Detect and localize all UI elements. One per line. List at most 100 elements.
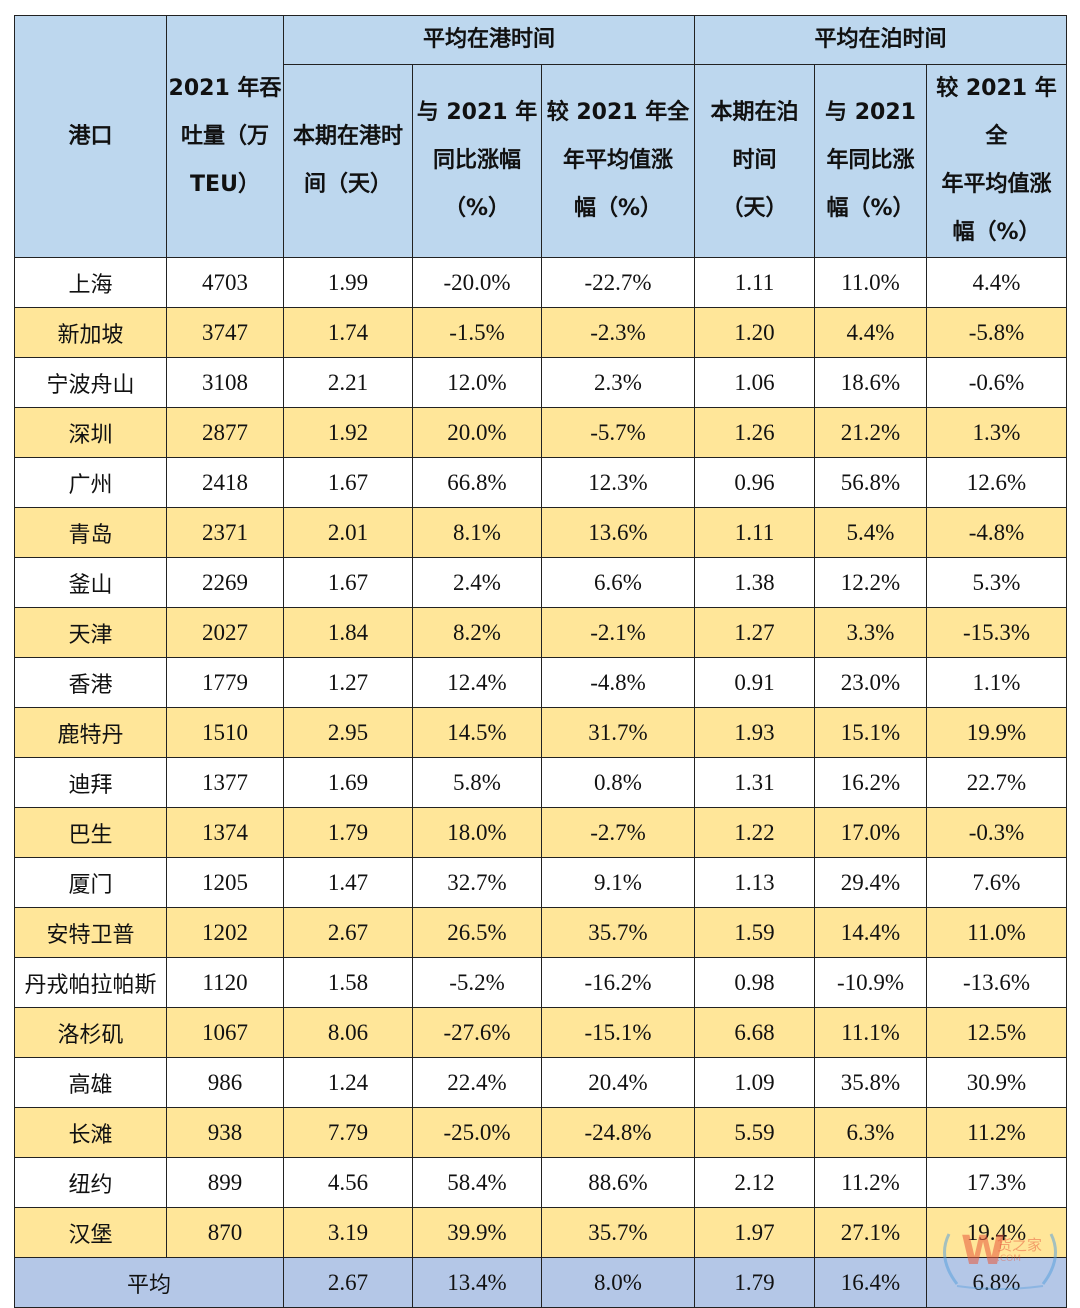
cell-port-vs-avg: -15.1% <box>541 1007 695 1058</box>
table-body: 上海 4703 1.99 -20.0% -22.7% 1.11 11.0% 4.4% 新加坡 37… <box>14 257 1067 1258</box>
cell-berth-days: 2.12 <box>694 1157 815 1208</box>
cell-port-vs-avg: 9.1% <box>541 857 695 908</box>
cell-berth-vs-avg: 7.6% <box>926 857 1067 908</box>
table-row: 长滩 938 7.79 -25.0% -24.8% 5.59 6.3% 11.2% <box>14 1107 1067 1158</box>
cell-port-yoy: 14.5% <box>412 707 542 758</box>
header-group-port-time: 平均在港时间 <box>283 15 695 65</box>
cell-port-vs-avg: 13.6% <box>541 507 695 558</box>
cell-berth-yoy: 18.6% <box>814 357 927 408</box>
cell-port: 丹戎帕拉帕斯 <box>14 957 167 1008</box>
cell-port-days: 1.24 <box>283 1057 413 1108</box>
cell-berth-vs-avg: -0.6% <box>926 357 1067 408</box>
header-line: 幅（%） <box>952 220 1041 245</box>
cell-throughput: 1120 <box>166 957 284 1008</box>
cell-port: 新加坡 <box>14 307 167 358</box>
cell-port-vs-avg: 6.6% <box>541 557 695 608</box>
table-row: 厦门 1205 1.47 32.7% 9.1% 1.13 29.4% 7.6% <box>14 857 1067 908</box>
cell-berth-vs-avg: 4.4% <box>926 257 1067 308</box>
cell-port: 汉堡 <box>14 1207 167 1258</box>
average-berth-vs-avg: 6.8% <box>926 1257 1067 1308</box>
header-berth-vs-avg: 较 2021 年全 年平均值涨 幅（%） <box>926 64 1067 258</box>
cell-port-yoy: 26.5% <box>412 907 542 958</box>
cell-port-yoy: 32.7% <box>412 857 542 908</box>
cell-berth-vs-avg: 22.7% <box>926 757 1067 808</box>
cell-berth-days: 1.27 <box>694 607 815 658</box>
header-berth-current: 本期在泊 时间 （天） <box>694 64 815 258</box>
cell-berth-days: 1.93 <box>694 707 815 758</box>
cell-port-yoy: 8.1% <box>412 507 542 558</box>
table-row: 高雄 986 1.24 22.4% 20.4% 1.09 35.8% 30.9% <box>14 1057 1067 1108</box>
header-line: 本期在泊 <box>710 100 799 125</box>
cell-throughput: 2371 <box>166 507 284 558</box>
cell-berth-vs-avg: 11.0% <box>926 907 1067 958</box>
cell-port: 高雄 <box>14 1057 167 1108</box>
header-throughput-line: 2021 年吞 <box>168 75 282 101</box>
cell-berth-days: 1.38 <box>694 557 815 608</box>
cell-port: 迪拜 <box>14 757 167 808</box>
cell-berth-days: 1.13 <box>694 857 815 908</box>
cell-berth-days: 1.97 <box>694 1207 815 1258</box>
cell-berth-yoy: 11.0% <box>814 257 927 308</box>
cell-berth-vs-avg: 17.3% <box>926 1157 1067 1208</box>
table-row: 宁波舟山 3108 2.21 12.0% 2.3% 1.06 18.6% -0.6% <box>14 357 1067 408</box>
cell-port-days: 2.95 <box>283 707 413 758</box>
header-port-vs-avg: 较 2021 年全 年平均值涨 幅（%） <box>541 64 695 258</box>
header-line: 与 2021 年 <box>416 100 538 125</box>
header-line: 时间 <box>732 148 777 173</box>
port-time-table: 港口 2021 年吞 吐量（万 TEU） 平均在港时间 平均在泊时间 本期在港时… <box>14 15 1067 1308</box>
table-row: 鹿特丹 1510 2.95 14.5% 31.7% 1.93 15.1% 19.9% <box>14 707 1067 758</box>
cell-berth-days: 1.06 <box>694 357 815 408</box>
table-row: 丹戎帕拉帕斯 1120 1.58 -5.2% -16.2% 0.98 -10.9% -13.6… <box>14 957 1067 1008</box>
cell-berth-yoy: 21.2% <box>814 407 927 458</box>
cell-throughput: 1374 <box>166 807 284 858</box>
header-line: 与 2021 <box>825 100 916 125</box>
cell-throughput: 1202 <box>166 907 284 958</box>
cell-port-vs-avg: -4.8% <box>541 657 695 708</box>
cell-port-yoy: 22.4% <box>412 1057 542 1108</box>
table-row: 上海 4703 1.99 -20.0% -22.7% 1.11 11.0% 4.4% <box>14 257 1067 308</box>
port-time-table-container: 港口 2021 年吞 吐量（万 TEU） 平均在港时间 平均在泊时间 本期在港时… <box>14 15 1067 1308</box>
cell-berth-days: 1.22 <box>694 807 815 858</box>
cell-throughput: 899 <box>166 1157 284 1208</box>
average-row: 平均 2.67 13.4% 8.0% 1.79 16.4% 6.8% <box>14 1257 1067 1308</box>
cell-berth-vs-avg: 12.5% <box>926 1007 1067 1058</box>
header-port-current: 本期在港时 间（天） <box>283 64 413 258</box>
cell-port-yoy: 5.8% <box>412 757 542 808</box>
cell-throughput: 2877 <box>166 407 284 458</box>
cell-port-days: 1.84 <box>283 607 413 658</box>
cell-berth-vs-avg: 19.9% <box>926 707 1067 758</box>
cell-throughput: 2418 <box>166 457 284 508</box>
table-row: 新加坡 3747 1.74 -1.5% -2.3% 1.20 4.4% -5.8% <box>14 307 1067 358</box>
cell-berth-yoy: 5.4% <box>814 507 927 558</box>
cell-port-vs-avg: 35.7% <box>541 1207 695 1258</box>
cell-berth-days: 1.59 <box>694 907 815 958</box>
cell-port-yoy: 18.0% <box>412 807 542 858</box>
average-berth-yoy: 16.4% <box>814 1257 927 1308</box>
cell-berth-days: 1.31 <box>694 757 815 808</box>
cell-port-yoy: 12.4% <box>412 657 542 708</box>
cell-berth-yoy: 4.4% <box>814 307 927 358</box>
cell-berth-days: 0.91 <box>694 657 815 708</box>
cell-port: 上海 <box>14 257 167 308</box>
header-line: （天） <box>721 196 788 221</box>
cell-port-vs-avg: -22.7% <box>541 257 695 308</box>
table-row: 汉堡 870 3.19 39.9% 35.7% 1.97 27.1% 19.4% <box>14 1207 1067 1258</box>
cell-berth-yoy: 29.4% <box>814 857 927 908</box>
cell-port: 纽约 <box>14 1157 167 1208</box>
cell-berth-yoy: 56.8% <box>814 457 927 508</box>
cell-berth-vs-avg: -0.3% <box>926 807 1067 858</box>
cell-berth-vs-avg: -15.3% <box>926 607 1067 658</box>
cell-berth-days: 0.98 <box>694 957 815 1008</box>
cell-port-yoy: -1.5% <box>412 307 542 358</box>
cell-port-yoy: 58.4% <box>412 1157 542 1208</box>
cell-port-vs-avg: 2.3% <box>541 357 695 408</box>
cell-port-days: 1.47 <box>283 857 413 908</box>
cell-berth-yoy: 17.0% <box>814 807 927 858</box>
cell-port-days: 2.67 <box>283 907 413 958</box>
cell-throughput: 1377 <box>166 757 284 808</box>
cell-port-yoy: 8.2% <box>412 607 542 658</box>
header-throughput: 2021 年吞 吐量（万 TEU） <box>166 15 284 258</box>
cell-port-days: 7.79 <box>283 1107 413 1158</box>
table-row: 安特卫普 1202 2.67 26.5% 35.7% 1.59 14.4% 11.0% <box>14 907 1067 958</box>
cell-port: 长滩 <box>14 1107 167 1158</box>
